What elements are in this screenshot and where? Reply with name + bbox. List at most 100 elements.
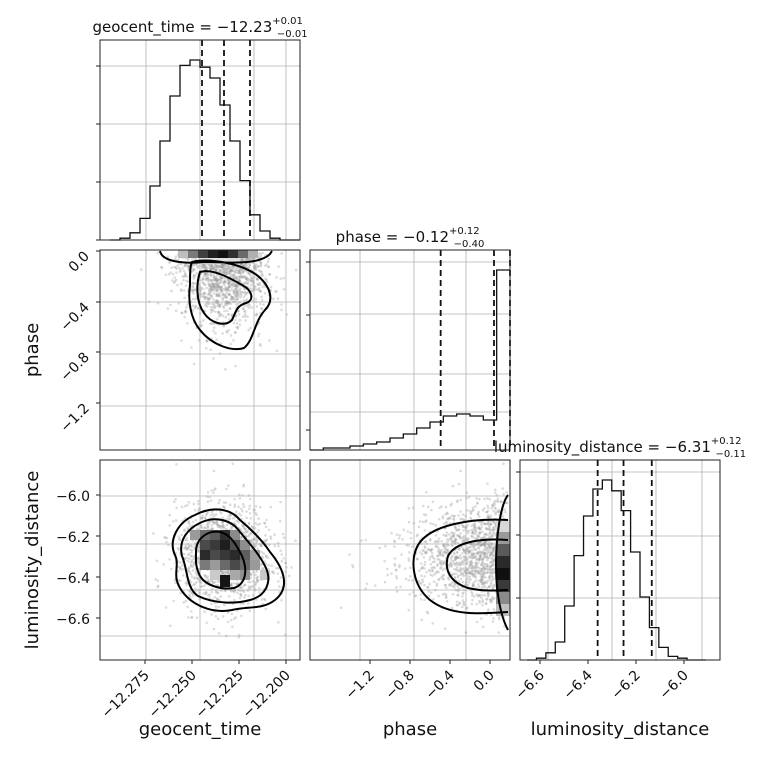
scatter-lumdist-phase-point <box>453 541 457 544</box>
scatter-lumdist-phase-point <box>480 550 483 554</box>
scatter-lumdist-phase-point <box>485 598 488 601</box>
scatter-phase-geocent-point <box>218 268 222 272</box>
scatter-lumdist-phase-point <box>448 583 452 586</box>
scatter-lumdist-geocent-point <box>193 582 197 586</box>
scatter-lumdist-geocent-point <box>227 515 230 518</box>
scatter-lumdist-phase-point <box>423 563 427 567</box>
scatter-lumdist-phase-point <box>474 565 478 569</box>
scatter-phase-geocent-point <box>252 281 256 284</box>
scatter-lumdist-phase-point <box>481 574 485 578</box>
scatter-lumdist-geocent-point <box>196 577 199 580</box>
scatter-phase-geocent-point <box>238 318 242 322</box>
scatter-phase-geocent-point <box>246 315 249 318</box>
scatter-lumdist-phase-point <box>476 551 480 554</box>
scatter-phase-geocent-point <box>212 292 216 295</box>
scatter-phase-geocent-point <box>242 270 246 273</box>
scatter-lumdist-phase-point <box>488 545 491 548</box>
scatter-lumdist-phase-point <box>423 546 427 550</box>
scatter-phase-geocent-point <box>222 281 226 284</box>
scatter-lumdist-geocent-point <box>177 579 181 582</box>
scatter-lumdist-phase-point <box>492 586 495 590</box>
scatter-lumdist-phase-point <box>459 556 463 560</box>
scatter-lumdist-geocent-point <box>198 580 202 584</box>
scatter-lumdist-phase-point <box>466 538 470 541</box>
scatter-phase-geocent-point <box>173 265 176 269</box>
scatter-phase-geocent-point <box>170 266 173 270</box>
scatter-lumdist-phase-point <box>488 524 491 527</box>
scatter-lumdist-phase-point <box>421 580 425 583</box>
scatter-lumdist-geocent-point <box>249 573 253 576</box>
scatter-lumdist-phase-point <box>431 568 434 572</box>
scatter-lumdist-geocent-point <box>188 589 191 593</box>
scatter-lumdist-geocent-point <box>189 563 193 567</box>
scatter-phase-geocent-point <box>193 306 197 310</box>
scatter-phase-geocent-point <box>179 263 183 266</box>
scatter-phase-geocent-point <box>174 278 178 282</box>
scatter-lumdist-phase-point <box>481 550 485 554</box>
scatter-phase-geocent-point <box>238 268 241 272</box>
scatter-lumdist-phase-point <box>464 581 468 585</box>
scatter-phase-geocent-point <box>202 265 205 268</box>
scatter-phase-geocent-point <box>182 269 186 273</box>
scatter-lumdist-phase-point <box>489 598 492 602</box>
scatter-phase-geocent-point <box>210 267 214 271</box>
scatter-lumdist-geocent-point <box>179 591 183 595</box>
scatter-phase-geocent-point <box>220 265 224 269</box>
scatter-phase-geocent-point <box>214 278 217 281</box>
scatter-lumdist-phase-point <box>464 527 468 530</box>
scatter-lumdist-phase-point <box>462 563 466 566</box>
scatter-lumdist-phase-point <box>483 555 486 558</box>
scatter-lumdist-phase-point <box>420 542 424 546</box>
scatter-lumdist-phase-point <box>395 574 398 578</box>
scatter-lumdist-geocent-point <box>184 599 188 603</box>
ticklabel-x-phase: 0.0 <box>471 668 498 695</box>
scatter-lumdist-phase-point <box>433 557 436 560</box>
scatter-lumdist-phase-point <box>450 544 453 547</box>
scatter-lumdist-geocent-point <box>247 585 251 588</box>
scatter-lumdist-phase-point <box>443 567 447 570</box>
scatter-lumdist-phase-point <box>486 515 490 519</box>
scatter-lumdist-geocent-point <box>187 552 191 555</box>
scatter-lumdist-geocent-point <box>277 544 280 548</box>
scatter-lumdist-geocent-point <box>178 537 181 541</box>
scatter-lumdist-phase-point <box>470 594 474 597</box>
scatter-phase-geocent-point <box>220 276 223 280</box>
scatter-lumdist-geocent-point <box>270 564 273 567</box>
scatter-phase-geocent-point <box>209 289 213 292</box>
scatter-phase-geocent-point <box>244 291 247 295</box>
scatter-lumdist-phase-point <box>471 508 475 512</box>
scatter-phase-geocent-point <box>192 274 196 277</box>
scatter-lumdist-phase-point <box>443 550 447 554</box>
scatter-lumdist-geocent-point <box>221 521 224 524</box>
scatter-lumdist-geocent-point <box>227 517 230 521</box>
scatter-phase-geocent-point <box>219 342 223 345</box>
scatter-lumdist-phase-point <box>486 546 490 550</box>
scatter-lumdist-phase-point <box>460 523 464 527</box>
scatter-phase-geocent-point <box>232 339 235 342</box>
scatter-lumdist-geocent-point <box>206 511 210 514</box>
title-geocent-time: geocent_time = −12.23+0.01 −0.01 <box>92 16 307 40</box>
scatter-lumdist-phase-point <box>488 568 492 572</box>
scatter-phase-geocent-point <box>205 305 209 308</box>
scatter-phase-geocent-point <box>268 339 271 342</box>
density-lumdist-geocent-cell <box>210 560 220 570</box>
scatter-lumdist-geocent-point <box>216 580 220 583</box>
scatter-lumdist-geocent-point <box>267 563 271 567</box>
scatter-lumdist-geocent-point <box>251 579 255 583</box>
scatter-phase-geocent-point <box>212 274 216 278</box>
scatter-lumdist-phase-point <box>443 560 446 563</box>
scatter-lumdist-phase-point <box>491 528 495 532</box>
scatter-lumdist-phase-point <box>419 593 423 596</box>
ylabel-phase: phase <box>22 323 43 377</box>
scatter-phase-geocent-point <box>215 282 219 286</box>
scatter-lumdist-phase-point <box>414 594 418 597</box>
scatter-lumdist-phase-point <box>483 562 487 566</box>
scatter-lumdist-phase-point <box>390 531 393 535</box>
scatter-lumdist-geocent-point <box>187 568 190 571</box>
scatter-phase-geocent-point <box>199 324 203 328</box>
scatter-phase-geocent-point <box>226 288 230 292</box>
scatter-lumdist-phase-point <box>491 528 495 532</box>
scatter-lumdist-phase-point <box>489 600 492 603</box>
scatter-phase-geocent-point <box>254 268 258 272</box>
scatter-phase-geocent-point <box>230 313 234 317</box>
